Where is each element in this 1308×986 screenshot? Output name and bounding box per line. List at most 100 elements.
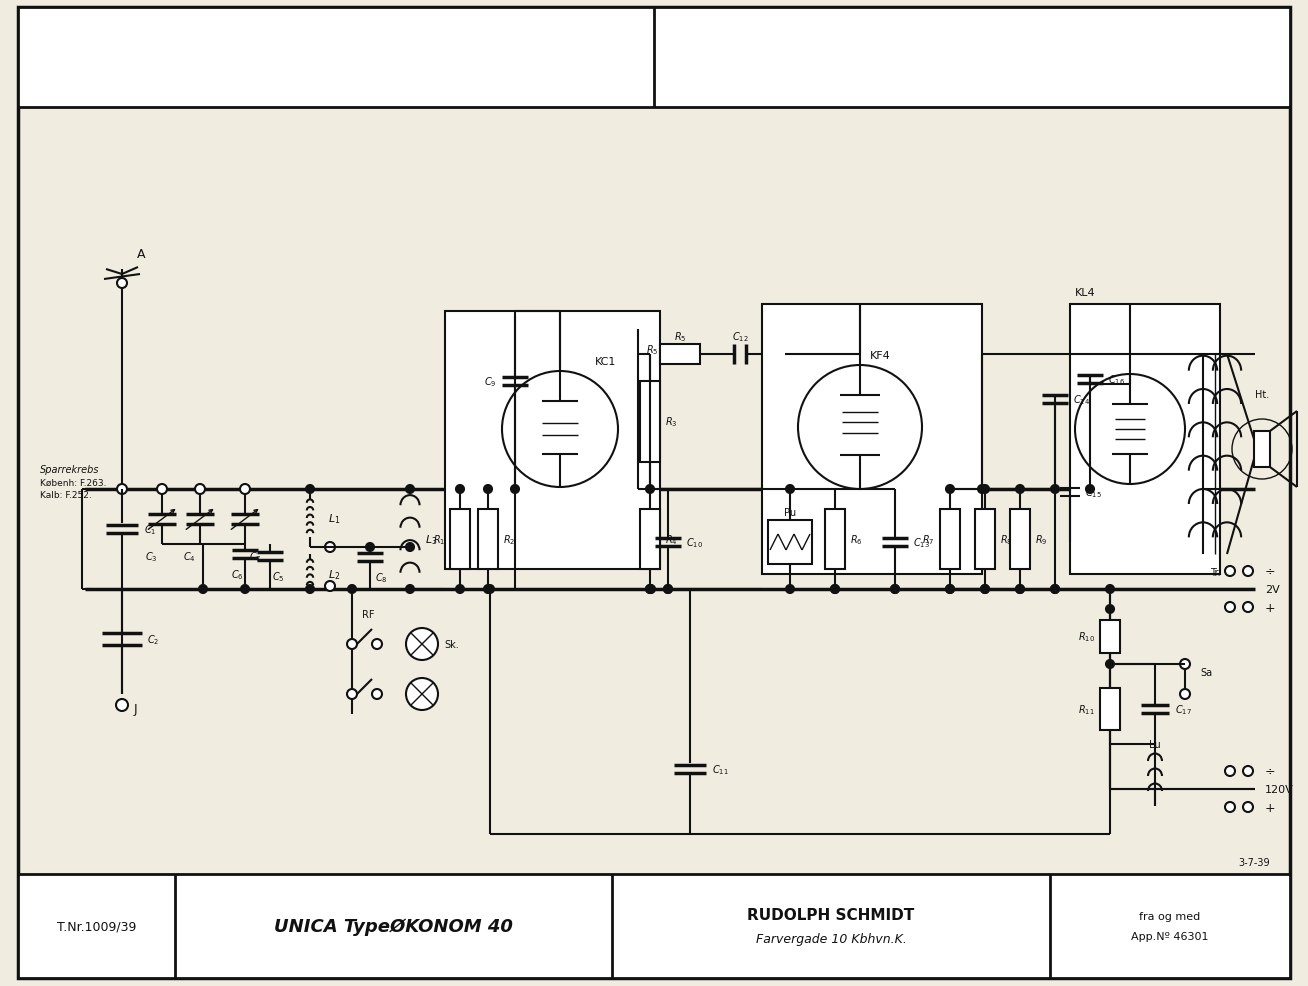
Bar <box>18 875 1290 978</box>
Text: RUDOLPH SCHMIDT: RUDOLPH SCHMIDT <box>747 906 914 922</box>
Text: $R_6$: $R_6$ <box>850 532 863 546</box>
Circle shape <box>366 543 374 551</box>
Text: $C_8$: $C_8$ <box>375 571 387 585</box>
Text: $R_7$: $R_7$ <box>922 532 935 546</box>
Text: T.Nr.1009/39: T.Nr.1009/39 <box>56 920 136 933</box>
Circle shape <box>1086 485 1093 494</box>
Circle shape <box>371 689 382 699</box>
Circle shape <box>347 689 357 699</box>
Text: KL4: KL4 <box>1075 288 1096 298</box>
Text: Sk.: Sk. <box>443 639 459 650</box>
Text: $C_4$: $C_4$ <box>183 549 196 563</box>
Circle shape <box>324 542 335 552</box>
Text: $C_{10}$: $C_{10}$ <box>685 535 702 549</box>
Circle shape <box>981 485 989 494</box>
Circle shape <box>1052 485 1059 494</box>
Circle shape <box>831 586 838 594</box>
Circle shape <box>946 485 954 494</box>
Circle shape <box>116 484 127 495</box>
Text: Farvergade 10 Kbhvn.K.: Farvergade 10 Kbhvn.K. <box>756 932 906 945</box>
Text: +: + <box>1265 600 1275 614</box>
Circle shape <box>1226 766 1235 776</box>
Circle shape <box>1243 602 1253 612</box>
Circle shape <box>116 699 128 711</box>
Circle shape <box>405 586 415 594</box>
Circle shape <box>981 586 989 594</box>
Circle shape <box>116 279 127 289</box>
Text: Københ: F.263.: Københ: F.263. <box>41 478 106 487</box>
Text: Sparrekrebs: Sparrekrebs <box>41 464 99 474</box>
Circle shape <box>487 586 494 594</box>
Text: App.Nº 46301: App.Nº 46301 <box>1131 931 1209 941</box>
Text: $C_3$: $C_3$ <box>145 549 158 563</box>
Text: Pu: Pu <box>783 508 797 518</box>
Text: $R_2$: $R_2$ <box>504 532 515 546</box>
Circle shape <box>371 639 382 650</box>
Circle shape <box>348 586 356 594</box>
Text: $C_{17}$: $C_{17}$ <box>1175 702 1192 716</box>
Text: $C_7$: $C_7$ <box>249 549 262 563</box>
Text: $R_1$: $R_1$ <box>433 532 445 546</box>
Text: $R_{10}$: $R_{10}$ <box>1078 630 1095 644</box>
Text: fra og med: fra og med <box>1139 911 1201 921</box>
Text: $C_1$: $C_1$ <box>144 523 157 536</box>
Circle shape <box>1243 803 1253 812</box>
Circle shape <box>1052 586 1059 594</box>
Text: 120V: 120V <box>1265 784 1294 794</box>
Text: $R_9$: $R_9$ <box>1035 532 1048 546</box>
Circle shape <box>646 586 654 594</box>
Circle shape <box>118 485 126 494</box>
Text: ÷: ÷ <box>1265 765 1275 778</box>
Circle shape <box>786 586 794 594</box>
Text: $R_4$: $R_4$ <box>664 532 678 546</box>
Circle shape <box>946 586 954 594</box>
Text: UNICA TypeØKONOM 40: UNICA TypeØKONOM 40 <box>275 917 513 935</box>
Circle shape <box>664 586 672 594</box>
Circle shape <box>405 543 415 551</box>
Circle shape <box>1052 586 1059 594</box>
Bar <box>661 345 700 365</box>
Text: $C_6$: $C_6$ <box>230 568 243 582</box>
Text: $C_{12}$: $C_{12}$ <box>731 329 748 343</box>
Bar <box>1070 305 1220 575</box>
Text: +: + <box>1265 801 1275 813</box>
Circle shape <box>1226 566 1235 577</box>
Text: $R_3$: $R_3$ <box>664 415 678 429</box>
Text: $C_{15}$: $C_{15}$ <box>1086 486 1101 499</box>
Circle shape <box>456 485 464 494</box>
Text: $R_5$: $R_5$ <box>646 343 658 357</box>
Bar <box>18 8 1290 107</box>
Circle shape <box>195 484 205 495</box>
Circle shape <box>1107 661 1114 669</box>
Bar <box>974 510 995 570</box>
Circle shape <box>1107 605 1114 613</box>
Bar <box>763 305 982 575</box>
Text: $L_1$: $L_1$ <box>328 512 340 526</box>
Text: $R_{11}$: $R_{11}$ <box>1078 702 1095 716</box>
Circle shape <box>157 484 167 495</box>
Circle shape <box>1180 689 1190 699</box>
Bar <box>477 510 498 570</box>
Text: $C_{11}$: $C_{11}$ <box>712 762 729 776</box>
Circle shape <box>981 586 989 594</box>
Text: $C_{16}$: $C_{16}$ <box>1108 373 1125 387</box>
Text: KC1: KC1 <box>595 357 616 367</box>
Circle shape <box>1243 566 1253 577</box>
Circle shape <box>239 484 250 495</box>
Circle shape <box>502 372 617 487</box>
Bar <box>1254 432 1270 467</box>
Text: $C_9$: $C_9$ <box>484 375 497 388</box>
Circle shape <box>1016 586 1024 594</box>
Bar <box>640 510 661 570</box>
Text: $C_2$: $C_2$ <box>146 632 160 646</box>
Circle shape <box>306 485 314 494</box>
Bar <box>445 312 661 570</box>
Bar <box>450 510 470 570</box>
Circle shape <box>831 586 838 594</box>
Text: ÷: ÷ <box>1265 565 1275 578</box>
Circle shape <box>891 586 899 594</box>
Circle shape <box>664 586 672 594</box>
Circle shape <box>1226 803 1235 812</box>
Circle shape <box>646 485 654 494</box>
Circle shape <box>484 485 492 494</box>
